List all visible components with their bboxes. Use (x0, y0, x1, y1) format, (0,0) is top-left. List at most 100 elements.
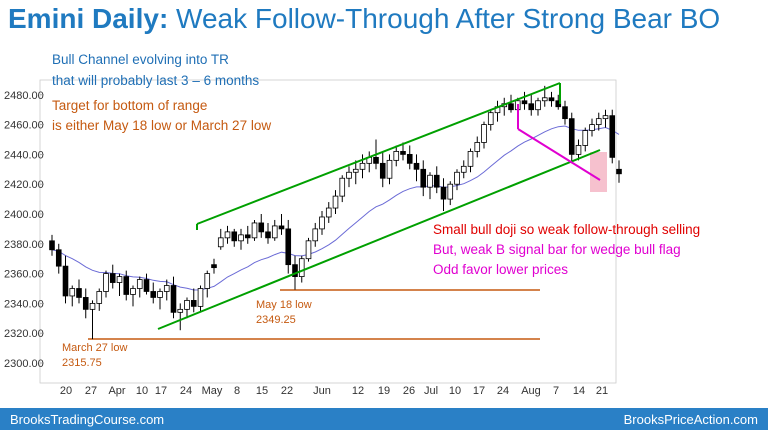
bull-candle (197, 288, 204, 307)
footer-bar: BrooksTradingCourse.com BrooksPriceActio… (0, 408, 768, 430)
bull-candle (481, 124, 487, 143)
bear-candle (55, 249, 62, 267)
bear-candle (568, 118, 575, 155)
bear-candle (508, 103, 514, 111)
x-tick-label: 15 (256, 385, 268, 397)
bull-candle (204, 273, 211, 289)
bear-candle (548, 97, 555, 102)
chart-title: Emini Daily: Weak Follow-Through After S… (8, 2, 720, 36)
x-tick-label: 21 (596, 385, 608, 397)
x-tick-label: Apr (108, 385, 125, 397)
y-tick-label: 2440.00 (4, 149, 44, 161)
bear-candle (123, 276, 130, 295)
bear-candle (616, 168, 622, 175)
bull-candle (535, 100, 541, 111)
bull-candle (89, 302, 96, 310)
annotation-blue-2: that will probably last 3 – 6 months (52, 73, 260, 88)
bear-candle (292, 264, 298, 277)
y-axis: 2300.00 2320.00 2340.00 2360.00 2380.00 2400.… (4, 90, 44, 370)
candles (49, 85, 622, 340)
x-tick-label: 27 (85, 385, 97, 397)
may18-value: 2349.25 (256, 314, 296, 326)
x-tick-label: 17 (473, 385, 485, 397)
bull-candle (332, 195, 339, 209)
y-tick-label: 2400.00 (4, 209, 44, 221)
bear-candle (109, 273, 116, 283)
footer-right-link[interactable]: BrooksPriceAction.com (623, 412, 758, 427)
footer-left-link[interactable]: BrooksTradingCourse.com (10, 412, 165, 427)
bull-candle (130, 288, 136, 295)
may18-label: May 18 low (256, 299, 312, 311)
bull-candle (116, 276, 123, 283)
y-tick-label: 2300.00 (4, 358, 44, 370)
bull-candle (312, 228, 319, 242)
bull-candle (251, 222, 258, 239)
bear-candle (413, 162, 420, 170)
x-tick-label: Jul (424, 385, 438, 397)
bull-candle (319, 216, 325, 230)
bull-candle (602, 115, 609, 120)
bear-candle (244, 234, 251, 239)
bear-candle (231, 231, 238, 242)
bull-candle (582, 130, 589, 146)
bull-candle (177, 308, 184, 313)
title-bold: Emini Daily: (8, 3, 169, 34)
x-tick-label: 10 (136, 385, 148, 397)
bear-candle (143, 279, 150, 292)
x-tick-label: May (202, 385, 223, 397)
annotation-magenta-1: But, weak B signal bar for wedge bull fl… (433, 242, 681, 257)
bull-candle (460, 165, 467, 173)
annotation-red: Small bull doji so weak follow-through s… (433, 222, 701, 237)
x-tick-label: 14 (573, 385, 585, 397)
bull-candle (352, 168, 359, 173)
bull-candle (136, 279, 143, 289)
bear-candle (440, 186, 447, 200)
bear-candle (278, 225, 285, 230)
y-tick-label: 2340.00 (4, 298, 44, 310)
x-tick-label: 24 (180, 385, 192, 397)
bull-candle (339, 177, 346, 197)
x-tick-label: 19 (378, 385, 390, 397)
bear-candle (379, 162, 386, 179)
bull-candle (393, 151, 400, 161)
x-tick-label: 12 (352, 385, 364, 397)
bull-candle (427, 174, 433, 188)
bull-candle (467, 151, 474, 167)
x-tick-label: 24 (497, 385, 509, 397)
annotation-orange-2: is either May 18 low or March 27 low (52, 118, 272, 133)
y-tick-label: 2360.00 (4, 269, 44, 281)
bull-candle (298, 258, 305, 277)
x-tick-label: Jun (313, 385, 331, 397)
bear-candle (528, 103, 535, 111)
bear-candle (211, 264, 217, 269)
bear-candle (190, 300, 197, 307)
bear-candle (609, 115, 616, 158)
x-tick-label: 22 (281, 385, 293, 397)
bear-candle (420, 168, 427, 188)
bear-candle (373, 156, 379, 164)
bear-candle (82, 297, 89, 310)
bull-candle (271, 225, 278, 239)
bear-candle (265, 231, 271, 239)
x-tick-label: 17 (155, 385, 167, 397)
bull-candle (69, 288, 76, 297)
channel-lower-line (157, 149, 601, 330)
x-tick-label: 26 (403, 385, 415, 397)
bull-candle (359, 162, 366, 170)
bull-candle (386, 159, 393, 179)
candlestick-chart: 2300.00 2320.00 2340.00 2360.00 2380.00 2400.… (4, 79, 622, 397)
x-tick-label: 20 (60, 385, 72, 397)
x-tick-label: Aug (521, 385, 541, 397)
bear-candle (170, 285, 177, 313)
annotation-orange-1: Target for bottom of range (52, 98, 208, 113)
bear-candle (285, 228, 292, 266)
mar27-value: 2315.75 (62, 357, 102, 369)
y-tick-label: 2380.00 (4, 239, 44, 251)
bull-candle (474, 142, 481, 152)
annotation-magenta-2: Odd favor lower prices (433, 262, 569, 277)
y-tick-label: 2460.00 (4, 120, 44, 132)
bull-candle (325, 207, 332, 218)
x-tick-label: 10 (449, 385, 461, 397)
wedge-line (517, 128, 601, 181)
bull-candle (589, 124, 595, 131)
